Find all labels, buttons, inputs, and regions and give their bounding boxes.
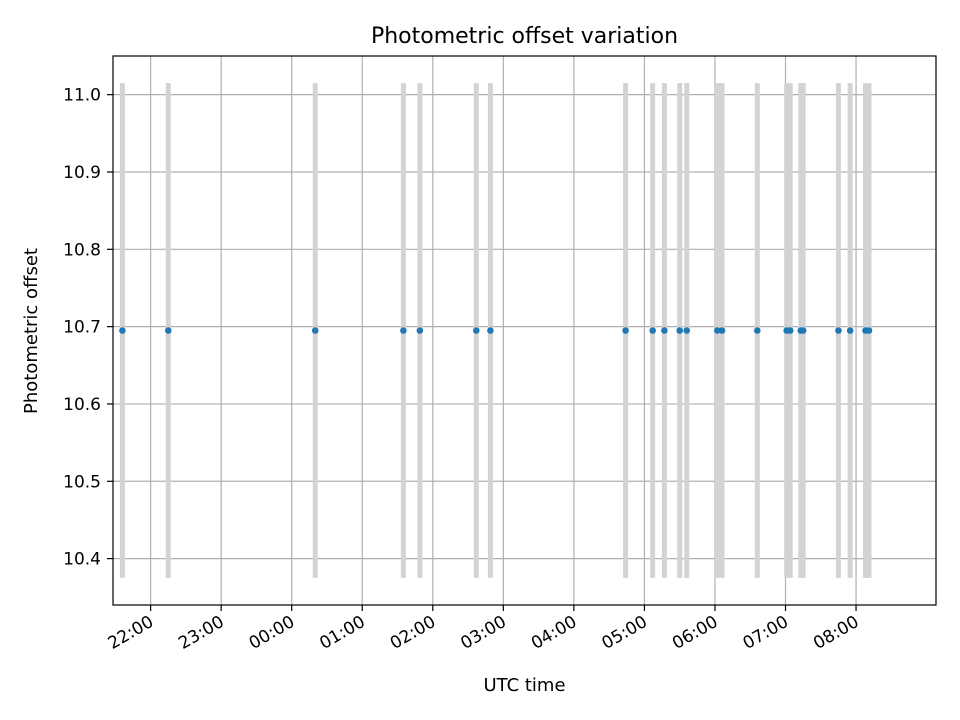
x-axis-label: UTC time bbox=[483, 675, 565, 696]
data-point bbox=[622, 327, 629, 334]
x-tick-label: 05:00 bbox=[598, 612, 650, 654]
x-tick-label: 07:00 bbox=[740, 612, 792, 654]
x-tick-label: 08:00 bbox=[810, 612, 862, 654]
data-point bbox=[661, 327, 668, 334]
y-tick-label: 10.5 bbox=[63, 472, 101, 492]
y-tick-label: 10.4 bbox=[63, 550, 101, 570]
data-point bbox=[835, 327, 842, 334]
y-tick-label: 11.0 bbox=[63, 86, 101, 106]
data-point bbox=[119, 327, 126, 334]
axis-ticks: 22:00 23:00 00:00 01:00 02:00 03:00 04:00 05:00… bbox=[63, 86, 862, 654]
data-point bbox=[676, 327, 683, 334]
data-point bbox=[164, 327, 172, 334]
plot-area-frame bbox=[112, 55, 937, 606]
y-tick-label: 10.8 bbox=[63, 240, 101, 260]
data-points bbox=[119, 327, 873, 334]
x-tick-label: 22:00 bbox=[105, 612, 157, 654]
grid bbox=[113, 56, 936, 605]
x-tick-label: 03:00 bbox=[457, 612, 509, 654]
data-point bbox=[714, 327, 721, 334]
data-point bbox=[416, 327, 424, 334]
y-tick-label: 10.7 bbox=[63, 318, 101, 338]
data-point bbox=[786, 327, 794, 334]
data-point bbox=[718, 327, 726, 334]
data-point bbox=[400, 327, 407, 334]
y-axis-label: Photometric offset bbox=[21, 248, 42, 414]
data-point bbox=[865, 327, 873, 334]
x-tick-label: 23:00 bbox=[175, 612, 227, 654]
data-point bbox=[846, 327, 854, 334]
data-point bbox=[649, 327, 656, 334]
y-tick-label: 10.6 bbox=[63, 395, 101, 415]
y-tick-label: 10.9 bbox=[63, 163, 101, 183]
x-tick-label: 04:00 bbox=[528, 612, 580, 654]
data-point bbox=[472, 327, 480, 334]
data-point bbox=[683, 327, 691, 334]
x-tick-label: 06:00 bbox=[669, 612, 721, 654]
data-point bbox=[753, 327, 761, 334]
data-point bbox=[799, 327, 807, 334]
data-point bbox=[487, 327, 494, 334]
chart-title: Photometric offset variation bbox=[371, 24, 678, 49]
data-point bbox=[311, 327, 319, 334]
x-tick-label: 02:00 bbox=[387, 612, 439, 654]
x-tick-label: 01:00 bbox=[316, 612, 368, 654]
x-tick-label: 00:00 bbox=[246, 612, 298, 654]
